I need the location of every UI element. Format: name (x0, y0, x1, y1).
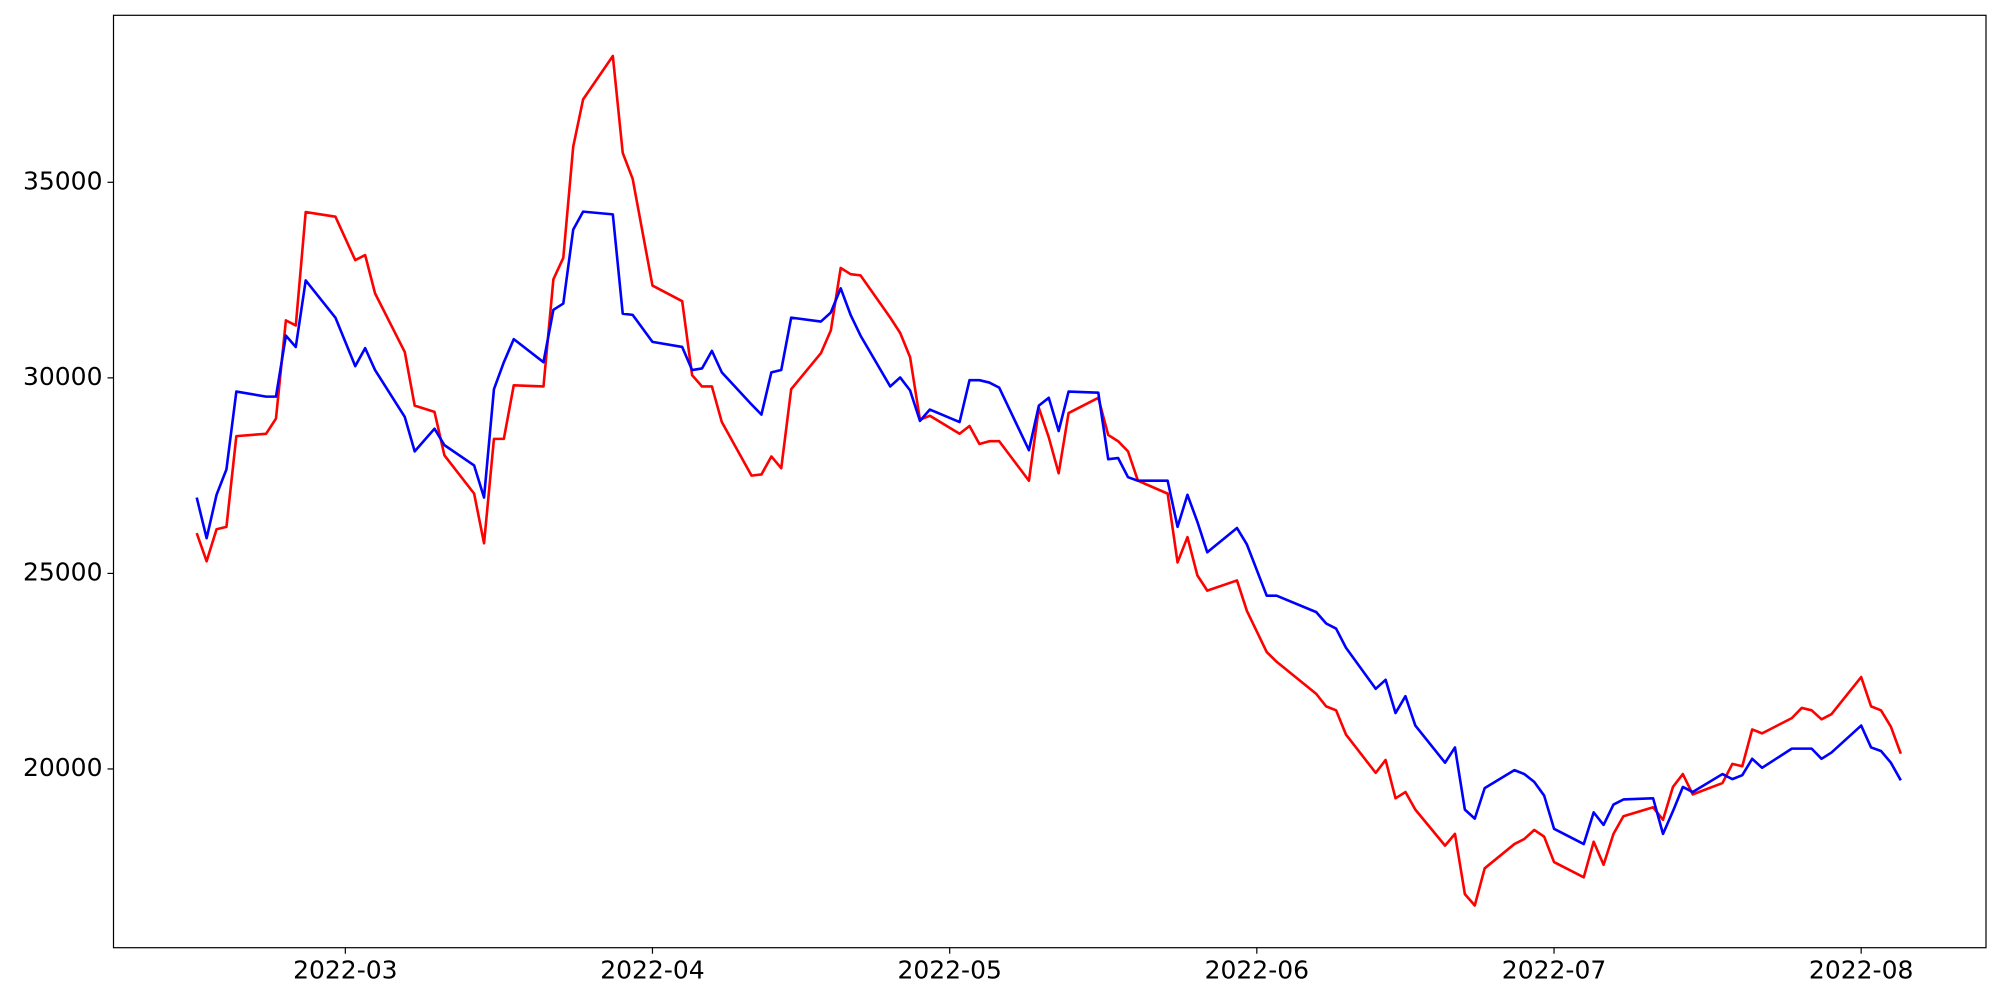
y-tick-label: 30000 (23, 362, 103, 391)
x-tick-label: 2022-04 (600, 956, 704, 985)
x-tick-label: 2022-07 (1502, 956, 1606, 985)
x-tick-label: 2022-06 (1205, 956, 1309, 985)
y-tick-label: 25000 (23, 557, 103, 586)
y-tick-label: 20000 (23, 753, 103, 782)
data-line (195, 54, 1903, 907)
x-tick-label: 2022-05 (897, 956, 1001, 985)
data-line (195, 210, 1902, 846)
plot-frame (112, 14, 1987, 949)
y-tick-label: 35000 (23, 166, 103, 195)
x-tick-label: 2022-03 (293, 956, 397, 985)
x-tick-label: 2022-08 (1809, 956, 1913, 985)
